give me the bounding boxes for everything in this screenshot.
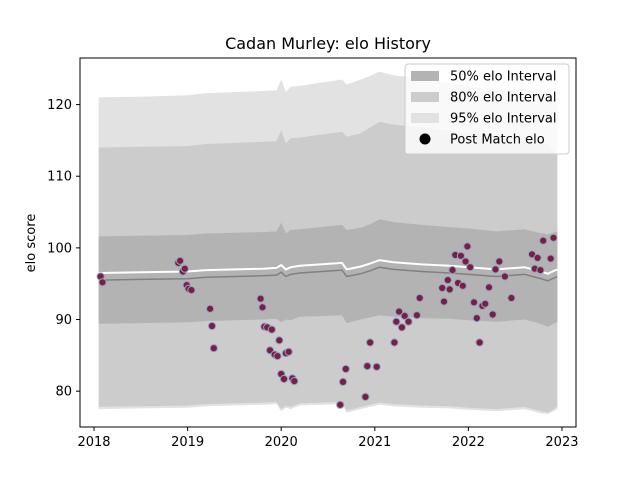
post-match-point bbox=[390, 338, 399, 347]
post-match-point bbox=[448, 266, 457, 275]
post-match-point bbox=[180, 264, 189, 273]
post-match-point bbox=[469, 298, 479, 307]
y-tick-label: 100 bbox=[47, 241, 72, 256]
x-tick-label: 2021 bbox=[358, 435, 391, 450]
legend-box bbox=[404, 63, 570, 155]
post-match-point bbox=[392, 317, 401, 326]
post-match-point bbox=[256, 294, 265, 303]
post-match-point bbox=[267, 325, 276, 334]
post-match-point bbox=[275, 336, 284, 345]
legend-swatch bbox=[411, 92, 439, 102]
post-match-point bbox=[438, 283, 447, 293]
legend: 50% elo Interval 80% elo Interval 95% elo … bbox=[404, 63, 570, 155]
post-match-point bbox=[336, 400, 345, 409]
post-match-point bbox=[341, 364, 350, 374]
post-match-point bbox=[546, 254, 555, 263]
post-match-point bbox=[98, 278, 107, 287]
post-match-point bbox=[458, 281, 467, 290]
post-match-point bbox=[209, 344, 218, 353]
post-match-point bbox=[395, 307, 404, 316]
post-match-point bbox=[363, 362, 372, 371]
x-tick-label: 2023 bbox=[545, 435, 578, 450]
post-match-point bbox=[400, 311, 409, 320]
post-match-point bbox=[491, 265, 500, 274]
post-match-point bbox=[527, 250, 537, 259]
legend-swatch bbox=[411, 71, 439, 81]
post-match-point bbox=[366, 338, 375, 347]
post-match-point bbox=[397, 323, 406, 332]
legend-label: 80% elo Interval bbox=[450, 91, 557, 106]
chart-title: Cadan Murley: elo History bbox=[225, 34, 431, 53]
post-match-point bbox=[187, 286, 196, 295]
x-tick-label: 2018 bbox=[77, 435, 110, 450]
post-match-point bbox=[404, 317, 413, 326]
post-match-point bbox=[279, 374, 289, 384]
post-match-point bbox=[472, 314, 481, 323]
legend-swatch bbox=[411, 113, 439, 123]
post-match-point bbox=[549, 233, 558, 242]
post-match-point bbox=[412, 311, 421, 320]
x-axis-ticks: 2018 2019 2020 2021 2022 2023 bbox=[77, 427, 579, 450]
post-match-point bbox=[533, 253, 542, 262]
post-match-point bbox=[338, 377, 348, 386]
post-match-point bbox=[176, 256, 185, 265]
post-match-point bbox=[536, 266, 545, 275]
legend-label: 50% elo Interval bbox=[450, 70, 557, 85]
post-match-point bbox=[258, 303, 267, 312]
post-match-point bbox=[290, 377, 299, 386]
y-axis-label: elo score bbox=[24, 214, 39, 273]
post-match-point bbox=[273, 352, 282, 361]
post-match-point bbox=[206, 304, 215, 313]
legend-marker bbox=[419, 133, 431, 145]
x-tick-label: 2019 bbox=[171, 435, 204, 450]
y-tick-label: 90 bbox=[55, 313, 72, 328]
post-match-point bbox=[461, 257, 470, 266]
post-match-point bbox=[488, 310, 497, 319]
post-match-point bbox=[207, 321, 217, 331]
y-axis-ticks: 80 90 100 110 120 bbox=[47, 98, 80, 400]
post-match-point bbox=[539, 236, 548, 245]
y-tick-label: 120 bbox=[47, 98, 72, 113]
post-match-point bbox=[456, 251, 465, 260]
post-match-point bbox=[466, 263, 475, 272]
band-50pct bbox=[98, 219, 558, 327]
post-match-point bbox=[481, 299, 490, 308]
post-match-point bbox=[500, 272, 509, 281]
post-match-point bbox=[463, 242, 472, 251]
post-match-point bbox=[445, 285, 454, 294]
post-match-point bbox=[495, 257, 504, 266]
post-match-points bbox=[96, 233, 558, 409]
post-match-point bbox=[415, 293, 424, 303]
y-tick-label: 110 bbox=[47, 170, 72, 185]
post-match-point bbox=[484, 283, 494, 292]
post-match-point bbox=[284, 347, 293, 356]
post-match-point bbox=[507, 293, 516, 303]
post-match-point bbox=[443, 276, 452, 285]
post-match-point bbox=[439, 297, 449, 306]
plot-frame bbox=[79, 57, 577, 428]
legend-label: 95% elo Interval bbox=[450, 112, 557, 127]
legend-label: Post Match elo bbox=[450, 133, 545, 148]
post-match-point bbox=[475, 338, 484, 347]
x-tick-label: 2020 bbox=[265, 435, 298, 450]
post-match-point bbox=[361, 392, 370, 401]
y-tick-label: 80 bbox=[55, 385, 72, 400]
x-tick-label: 2022 bbox=[452, 435, 485, 450]
post-match-point bbox=[372, 362, 381, 371]
expected-elo-line bbox=[98, 259, 558, 275]
